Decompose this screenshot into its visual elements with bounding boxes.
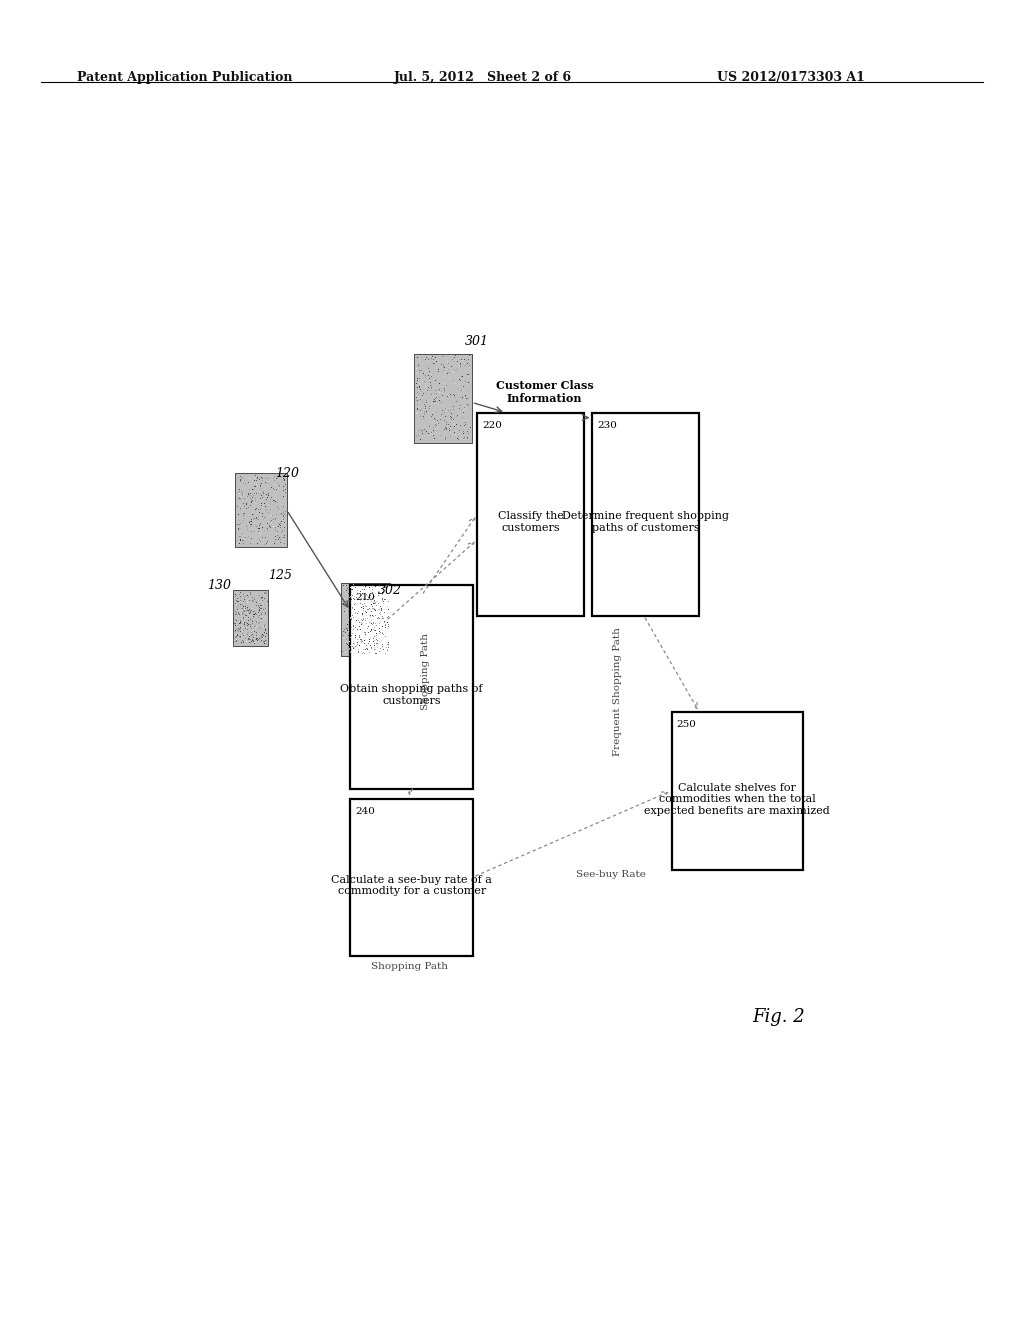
- Text: 250: 250: [677, 721, 696, 730]
- Text: Fig. 2: Fig. 2: [753, 1008, 805, 1026]
- FancyBboxPatch shape: [350, 799, 473, 956]
- Text: 301: 301: [465, 335, 489, 348]
- Text: 125: 125: [268, 569, 293, 582]
- Text: 240: 240: [355, 807, 375, 816]
- Text: Determine frequent shopping
paths of customers: Determine frequent shopping paths of cus…: [562, 511, 729, 533]
- Text: Shopping Path: Shopping Path: [421, 634, 430, 710]
- Text: 120: 120: [274, 467, 299, 480]
- Text: 230: 230: [597, 421, 616, 429]
- FancyBboxPatch shape: [414, 354, 472, 444]
- Text: US 2012/0173303 A1: US 2012/0173303 A1: [717, 71, 864, 84]
- Text: Frequent Shopping Path: Frequent Shopping Path: [613, 627, 623, 756]
- FancyBboxPatch shape: [592, 412, 699, 615]
- Text: Calculate a see-buy rate of a
commodity for a customer: Calculate a see-buy rate of a commodity …: [332, 875, 493, 896]
- Text: Jul. 5, 2012   Sheet 2 of 6: Jul. 5, 2012 Sheet 2 of 6: [394, 71, 572, 84]
- Text: See-buy Rate: See-buy Rate: [575, 870, 645, 879]
- FancyBboxPatch shape: [350, 585, 473, 788]
- Text: Customer Class
Information: Customer Class Information: [496, 380, 594, 404]
- FancyBboxPatch shape: [236, 474, 287, 546]
- FancyBboxPatch shape: [341, 583, 390, 656]
- Text: Shopping Path: Shopping Path: [372, 962, 449, 972]
- Text: 220: 220: [482, 421, 502, 429]
- Text: 130: 130: [207, 578, 231, 591]
- Text: Calculate shelves for
commodities when the total
expected benefits are maximized: Calculate shelves for commodities when t…: [644, 783, 830, 816]
- Text: Patent Application Publication: Patent Application Publication: [77, 71, 292, 84]
- FancyBboxPatch shape: [232, 590, 268, 647]
- Text: 302: 302: [378, 583, 401, 597]
- Text: 210: 210: [355, 594, 375, 602]
- Text: Obtain shopping paths of
customers: Obtain shopping paths of customers: [340, 684, 483, 706]
- FancyBboxPatch shape: [477, 412, 585, 615]
- FancyBboxPatch shape: [672, 713, 803, 870]
- Text: Classify the
customers: Classify the customers: [498, 511, 563, 533]
